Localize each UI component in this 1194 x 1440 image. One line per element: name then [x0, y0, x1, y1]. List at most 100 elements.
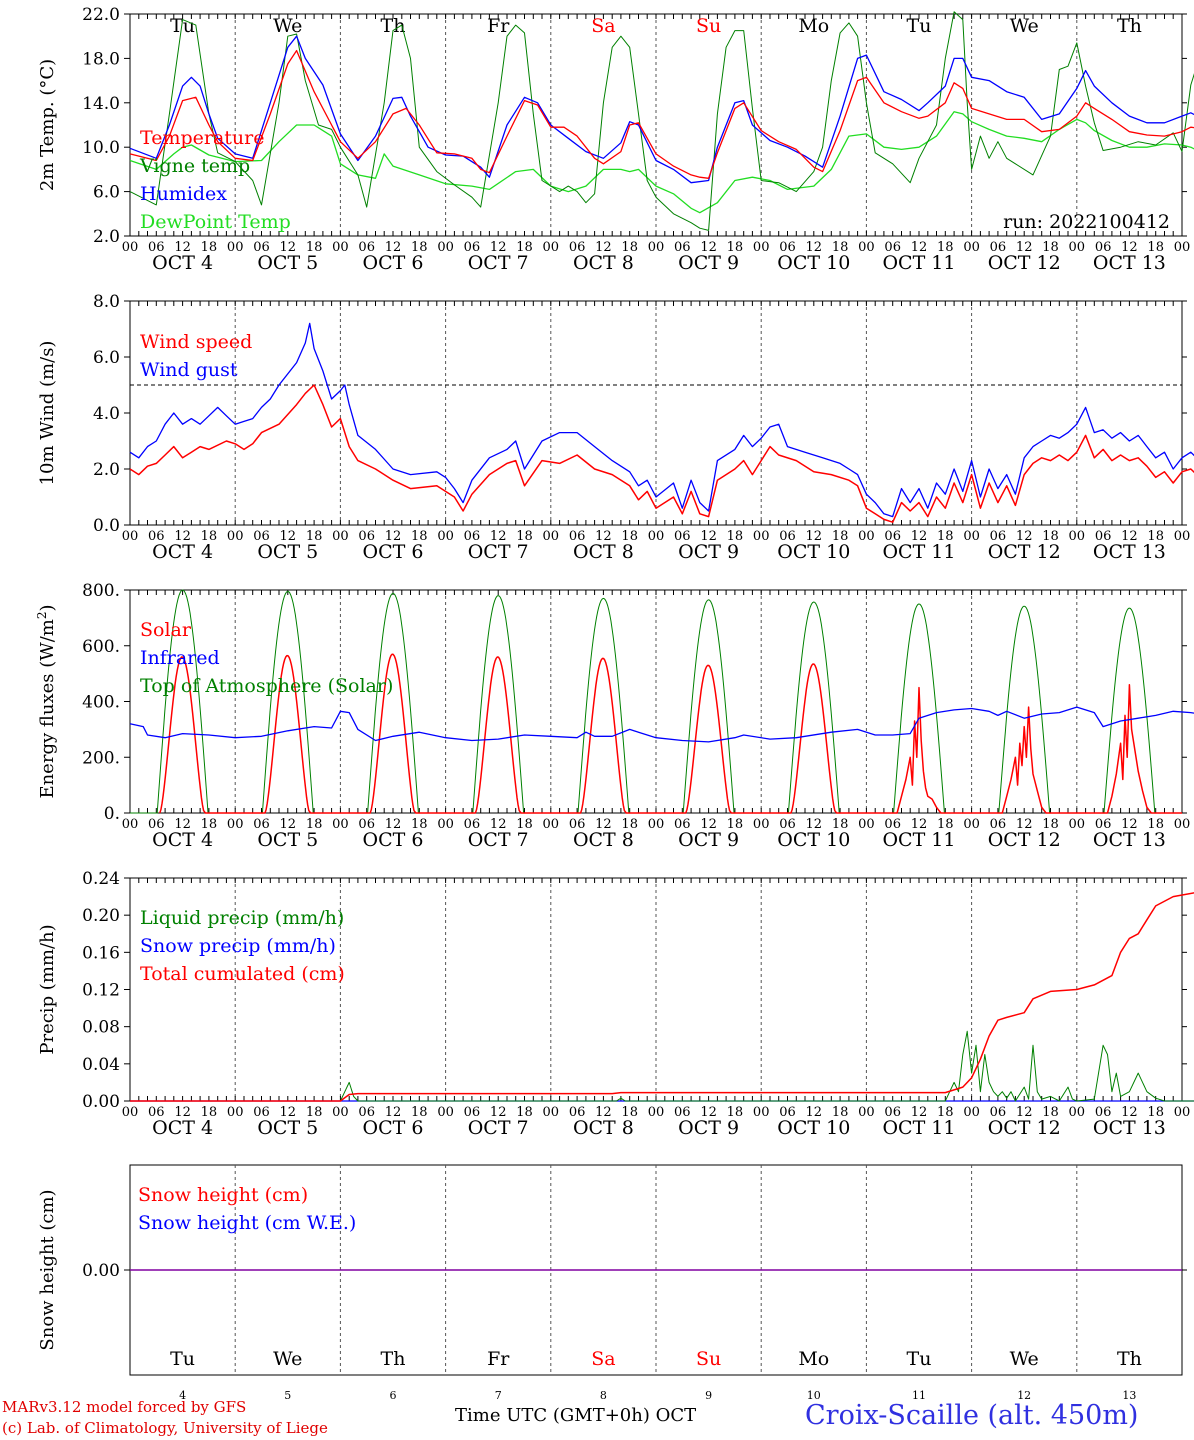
hour-tick-label: 18	[516, 1105, 533, 1120]
hour-tick-label: 12	[490, 240, 507, 255]
date-label: OCT 5	[257, 829, 318, 851]
hour-tick-label: 06	[358, 1105, 375, 1120]
hour-tick-label: 18	[832, 240, 849, 255]
hour-ticks	[129, 301, 1183, 525]
date-label: OCT 10	[777, 541, 850, 563]
hour-tick-label: 18	[516, 817, 533, 832]
hour-tick-label: 12	[1016, 529, 1033, 544]
weekday-label-bottom: Tu	[907, 1348, 932, 1370]
series-line-solar	[159, 653, 1182, 814]
hour-tick-label: 18	[306, 240, 323, 255]
hour-tick-label: 12	[490, 817, 507, 832]
hour-tick-label: 00	[332, 529, 349, 544]
date-label: OCT 6	[363, 829, 424, 851]
hour-tick-label: 00	[648, 817, 665, 832]
energy-legend-entry: Top of Atmosphere (Solar)	[140, 675, 393, 697]
hour-tick-label: 18	[937, 1105, 954, 1120]
hour-tick-label: 12	[1016, 1105, 1033, 1120]
energy-y-tick-label: 0.	[104, 804, 120, 824]
hour-tick-label: 12	[174, 529, 191, 544]
footer-model: MARv3.12 model forced by GFS	[2, 1398, 247, 1416]
precip-y-tick-label: 0.24	[82, 869, 120, 889]
hour-tick-label: 00	[332, 240, 349, 255]
temp-y-tick-label: 18.0	[82, 49, 120, 69]
hour-tick-label: 12	[911, 240, 928, 255]
energy-legend-entry: Infrared	[140, 647, 220, 669]
day-number-label: 13	[1122, 1389, 1136, 1402]
hour-tick-label: 00	[858, 817, 875, 832]
date-label: OCT 11	[882, 829, 955, 851]
hour-tick-label: 00	[963, 1105, 980, 1120]
hour-tick-label: 12	[174, 1105, 191, 1120]
date-label: OCT 12	[988, 252, 1061, 274]
run-label: run: 2022100412	[1003, 211, 1170, 233]
hour-tick-label: 06	[358, 817, 375, 832]
temp-y-tick-label: 14.0	[82, 94, 120, 114]
hour-tick-label: 00	[1069, 817, 1086, 832]
series-line-dewpoint-temp	[129, 111, 1194, 214]
hour-tick-label: 00	[122, 529, 139, 544]
hour-tick-label: 00	[753, 529, 770, 544]
series-line-top-of-atmosphere	[130, 589, 1182, 814]
snow-legend-entry: Snow height (cm W.E.)	[138, 1212, 356, 1234]
hour-tick-label: 06	[148, 817, 165, 832]
hour-tick-label: 18	[621, 817, 638, 832]
hour-tick-label: 06	[990, 529, 1007, 544]
weekday-label-bottom: We	[1010, 1348, 1039, 1370]
hour-tick-label: 06	[990, 817, 1007, 832]
hour-tick-label: 06	[569, 1105, 586, 1120]
hour-tick-label: 00	[332, 817, 349, 832]
hour-tick-label: 18	[832, 1105, 849, 1120]
hour-tick-label: 18	[727, 529, 744, 544]
hour-tick-label: 06	[148, 240, 165, 255]
hour-tick-label: 06	[1095, 529, 1112, 544]
hour-tick-label: 00	[543, 240, 560, 255]
hour-tick-label: 00	[122, 240, 139, 255]
footer-time-axis: Time UTC (GMT+0h) OCT	[455, 1405, 697, 1426]
hour-tick-label: 18	[306, 529, 323, 544]
energy-y-axis-label: Energy fluxes (W/m2)	[35, 604, 58, 798]
hour-tick-label: 06	[253, 817, 270, 832]
hour-tick-label: 06	[779, 529, 796, 544]
date-label: OCT 6	[363, 252, 424, 274]
hour-tick-label: 18	[1042, 240, 1059, 255]
energy-y-tick-label: 200.	[82, 748, 120, 768]
hour-tick-label: 18	[411, 817, 428, 832]
wind-y-axis-label: 10m Wind (m/s)	[37, 341, 58, 486]
temp-legend-entry: Humidex	[140, 183, 227, 205]
precip-y-tick-label: 0.12	[82, 981, 120, 1001]
hour-tick-label: 18	[937, 817, 954, 832]
energy-y-tick-label: 800.	[82, 581, 120, 601]
hour-tick-label: 06	[1095, 1105, 1112, 1120]
precip-legend-entry: Liquid precip (mm/h)	[140, 907, 344, 929]
hour-tick-label: 00	[122, 1105, 139, 1120]
panel-frame-3	[129, 589, 1183, 814]
hour-tick-label: 06	[1095, 817, 1112, 832]
hour-tick-label: 06	[464, 529, 481, 544]
hour-tick-label: 12	[911, 1105, 928, 1120]
day-number-label: 10	[807, 1389, 821, 1402]
hour-tick-label: 00	[227, 817, 244, 832]
hour-tick-label: 18	[1147, 529, 1164, 544]
weekday-label-bottom: Fr	[487, 1348, 510, 1370]
date-label: OCT 4	[152, 829, 213, 851]
snow-y-axis-label: Snow height (cm)	[37, 1189, 58, 1350]
hour-tick-label: 00	[543, 1105, 560, 1120]
date-label: OCT 7	[468, 829, 529, 851]
date-label: OCT 9	[678, 829, 739, 851]
hour-tick-label: 00	[1069, 240, 1086, 255]
hour-tick-label: 12	[595, 240, 612, 255]
hour-tick-label: 00	[648, 240, 665, 255]
weekday-label-bottom: We	[273, 1348, 302, 1370]
hour-tick-label: 12	[700, 817, 717, 832]
series-line-vigne-temp	[129, 11, 1194, 231]
hour-tick-label: 18	[411, 240, 428, 255]
hour-tick-label: 00	[437, 817, 454, 832]
hour-tick-label: 12	[806, 817, 823, 832]
hour-tick-label: 00	[543, 817, 560, 832]
hour-tick-label: 18	[1147, 1105, 1164, 1120]
hour-tick-label: 00	[437, 529, 454, 544]
series-line-infrared	[129, 706, 1194, 743]
hour-tick-label: 00	[1069, 529, 1086, 544]
